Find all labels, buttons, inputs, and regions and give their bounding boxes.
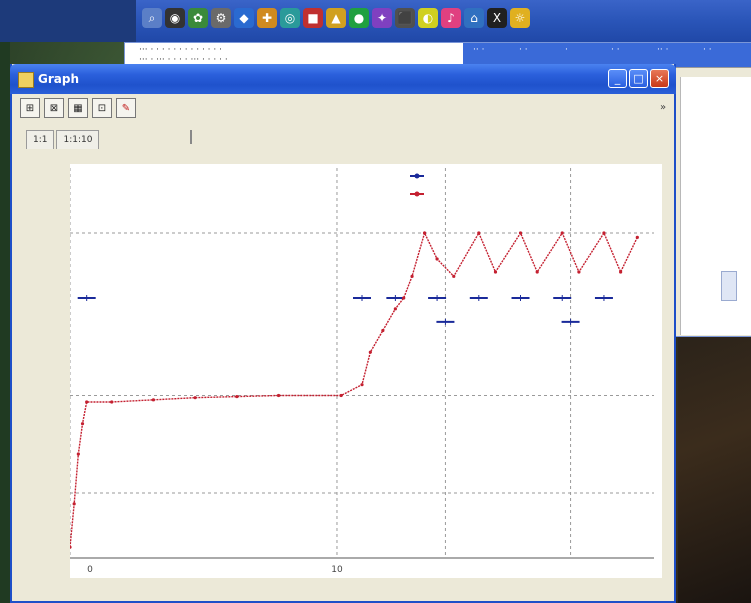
data-point <box>193 396 197 400</box>
zoom-fit-icon[interactable]: ⊞ <box>20 98 40 118</box>
data-point <box>452 274 456 278</box>
toolbar-overflow-icon[interactable]: » <box>660 102 667 113</box>
quick-launch-bar: ⌕ ◉ ✿ ⚙ ◆ ✚ ◎ ■ ▲ ● ✦ ⬛ ◐ ♪ ⌂ X ☼ <box>142 8 530 28</box>
data-point <box>435 257 439 261</box>
data-point <box>619 270 623 274</box>
close-button[interactable]: × <box>650 69 669 88</box>
taskbar-app-icon[interactable]: ◆ <box>234 8 254 28</box>
background-cell-text: ·· · <box>473 45 485 55</box>
taskbar-app-icon[interactable]: ✿ <box>188 8 208 28</box>
tab-divider <box>190 130 192 144</box>
taskbar-app-icon[interactable]: ⚙ <box>211 8 231 28</box>
taskbar-app-icon[interactable]: X <box>487 8 507 28</box>
tab-2[interactable]: 1:1:10 <box>56 130 100 149</box>
data-point <box>602 231 606 235</box>
background-window-text: ··· · ··· · · · · ··· · · · · · <box>139 55 228 65</box>
data-point <box>410 274 414 278</box>
taskbar-app-icon[interactable]: ◉ <box>165 8 185 28</box>
data-point <box>339 393 343 398</box>
data-point <box>381 328 385 333</box>
data-point <box>477 231 481 235</box>
x-tick-label: 10 <box>331 565 343 575</box>
taskbar-app-icon[interactable]: ■ <box>303 8 323 28</box>
taskbar-left <box>0 0 136 42</box>
data-point <box>402 296 406 300</box>
tab-1[interactable]: 1:1 <box>26 130 55 149</box>
tab-strip: 1:1 1:1:10 <box>26 130 101 149</box>
export-icon[interactable]: ⊡ <box>92 98 112 118</box>
data-point <box>276 393 281 398</box>
title-bar[interactable]: Graph _ □ × <box>10 64 676 94</box>
data-point <box>393 307 397 311</box>
zoom-box-icon[interactable]: ⊠ <box>44 98 64 118</box>
legend-marker <box>414 173 420 179</box>
taskbar-app-icon[interactable]: ⌂ <box>464 8 484 28</box>
data-point <box>110 400 114 404</box>
data-point <box>422 231 427 235</box>
data-point <box>68 545 72 549</box>
pen-icon[interactable]: ✎ <box>116 98 136 118</box>
background-cell-text: · · <box>519 45 528 55</box>
maximize-button[interactable]: □ <box>629 69 648 88</box>
taskbar-app-icon[interactable]: ✦ <box>372 8 392 28</box>
background-cell-text: · · <box>611 45 620 55</box>
taskbar-app-icon[interactable]: ● <box>349 8 369 28</box>
data-point <box>518 231 523 235</box>
x-tick-label: 0 <box>87 565 93 575</box>
desktop-wallpaper-corner <box>678 335 751 603</box>
data-point <box>80 422 85 426</box>
background-window-selected-row: ·· · · · · · · ·· · · · <box>463 43 751 67</box>
series-line <box>69 231 638 548</box>
minimize-button[interactable]: _ <box>608 69 627 88</box>
taskbar-app-icon[interactable]: ✚ <box>257 8 277 28</box>
data-point <box>85 400 89 404</box>
taskbar-app-icon[interactable]: ⌕ <box>142 8 162 28</box>
data-point <box>235 394 239 399</box>
data-point <box>360 383 364 387</box>
app-icon <box>18 72 34 88</box>
toolbar: ⊞ ⊠ ▦ ⊡ ✎ <box>20 98 136 118</box>
desktop-edge <box>0 0 10 603</box>
grid-icon[interactable]: ▦ <box>68 98 88 118</box>
taskbar-app-icon[interactable]: ☼ <box>510 8 530 28</box>
background-window-panel <box>680 77 751 335</box>
graph-window: Graph _ □ × ⊞⊠▦⊡✎ » 1:1 1:1:10 10.50100 <box>10 64 676 603</box>
line-chart: 10.50100 <box>52 168 654 575</box>
background-cell-text: · · <box>703 45 712 55</box>
taskbar-app-icon[interactable]: ▲ <box>326 8 346 28</box>
data-point <box>368 350 372 354</box>
background-cell-text: · <box>565 45 568 55</box>
data-point <box>151 398 156 402</box>
taskbar: ⌕ ◉ ✿ ⚙ ◆ ✚ ◎ ■ ▲ ● ✦ ⬛ ◐ ♪ ⌂ X ☼ <box>136 0 751 43</box>
data-point <box>635 235 639 239</box>
plot-area[interactable]: 10.50100 <box>52 164 662 578</box>
data-point <box>76 452 80 456</box>
data-point <box>493 270 498 274</box>
data-point <box>577 270 581 274</box>
window-title: Graph <box>38 72 79 86</box>
legend-marker <box>414 191 420 197</box>
data-point <box>560 231 564 235</box>
data-point <box>72 502 76 506</box>
taskbar-app-icon[interactable]: ◎ <box>280 8 300 28</box>
background-window-text: ··· · · · · · · · · · · · · · <box>139 45 222 55</box>
taskbar-app-icon[interactable]: ♪ <box>441 8 461 28</box>
taskbar-app-icon[interactable]: ◐ <box>418 8 438 28</box>
background-window-scrollbar[interactable] <box>721 271 737 301</box>
taskbar-app-icon[interactable]: ⬛ <box>395 8 415 28</box>
background-cell-text: ·· · <box>657 45 669 55</box>
data-point <box>535 270 539 274</box>
